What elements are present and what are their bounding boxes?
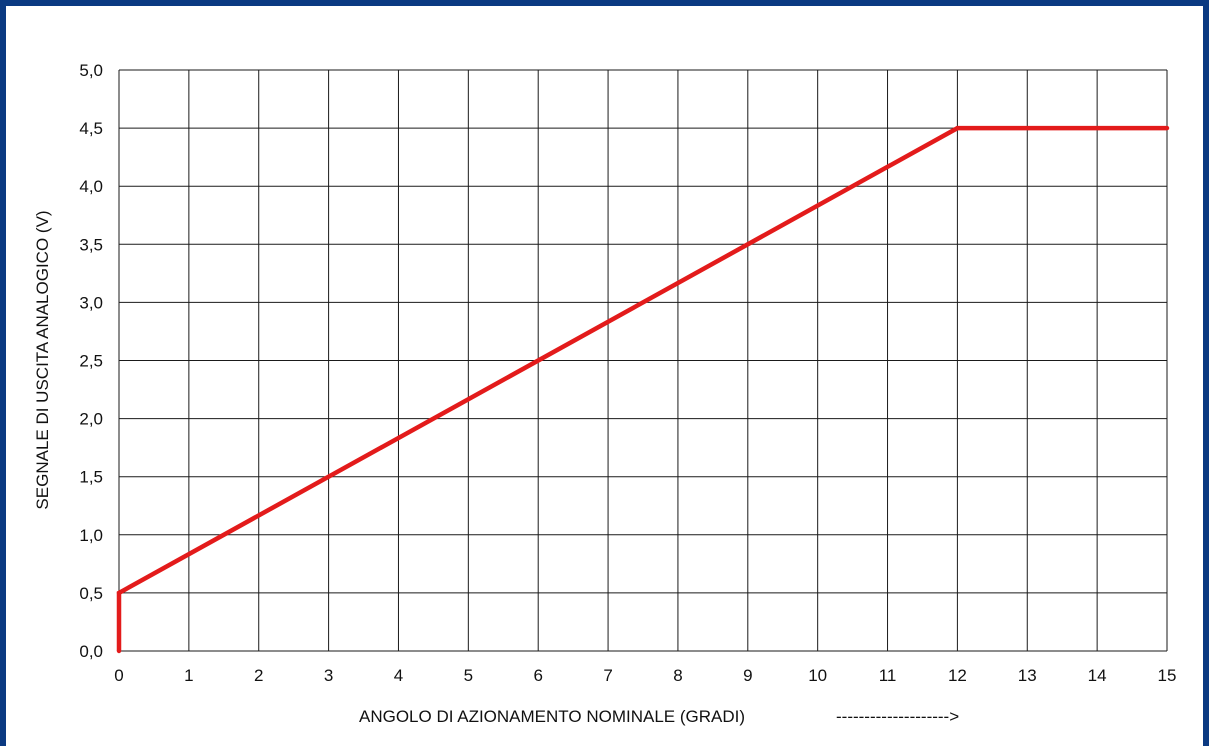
y-tick-label: 1,0 <box>79 526 103 545</box>
y-tick-label: 5,0 <box>79 61 103 80</box>
x-tick-label: 9 <box>743 666 752 685</box>
y-tick-label: 4,0 <box>79 177 103 196</box>
y-tick-label: 0,5 <box>79 584 103 603</box>
series-point <box>116 590 122 596</box>
x-tick-label: 5 <box>464 666 473 685</box>
y-tick-label: 1,5 <box>79 468 103 487</box>
x-tick-labels: 0 1 2 3 4 5 6 7 8 9 10 11 12 13 14 15 <box>114 666 1176 685</box>
y-tick-label: 3,5 <box>79 235 103 254</box>
series-point <box>116 648 122 654</box>
y-tick-label: 2,5 <box>79 352 103 371</box>
y-tick-label: 0,0 <box>79 642 103 661</box>
y-axis-label: SEGNALE DI USCITA ANALOGICO (V) <box>33 210 52 509</box>
y-tick-label: 3,0 <box>79 293 103 312</box>
series-line <box>116 125 1167 651</box>
grid-lines <box>118 69 1168 652</box>
x-tick-label: 3 <box>324 666 333 685</box>
x-tick-label: 2 <box>254 666 263 685</box>
x-tick-label: 10 <box>808 666 827 685</box>
x-tick-label: 13 <box>1018 666 1037 685</box>
y-tick-labels: 0,0 0,5 1,0 1,5 2,0 2,5 3,0 3,5 4,0 4,5 5,0 <box>79 61 103 661</box>
x-axis-arrow: --------------------> <box>836 707 959 726</box>
x-tick-label: 8 <box>673 666 682 685</box>
x-tick-label: 14 <box>1088 666 1107 685</box>
x-tick-label: 6 <box>533 666 542 685</box>
x-tick-label: 11 <box>879 666 897 685</box>
y-tick-label: 4,5 <box>79 119 103 138</box>
y-tick-label: 2,0 <box>79 410 103 429</box>
x-tick-label: 7 <box>603 666 612 685</box>
x-tick-label: 0 <box>114 666 123 685</box>
series-layer <box>116 125 1170 654</box>
x-tick-label: 12 <box>948 666 967 685</box>
x-tick-label: 4 <box>394 666 403 685</box>
series-point <box>1164 125 1170 131</box>
x-axis-label: ANGOLO DI AZIONAMENTO NOMINALE (GRADI) <box>359 707 745 726</box>
x-tick-label: 1 <box>184 666 193 685</box>
x-tick-label: 15 <box>1158 666 1177 685</box>
series-point <box>955 125 960 131</box>
